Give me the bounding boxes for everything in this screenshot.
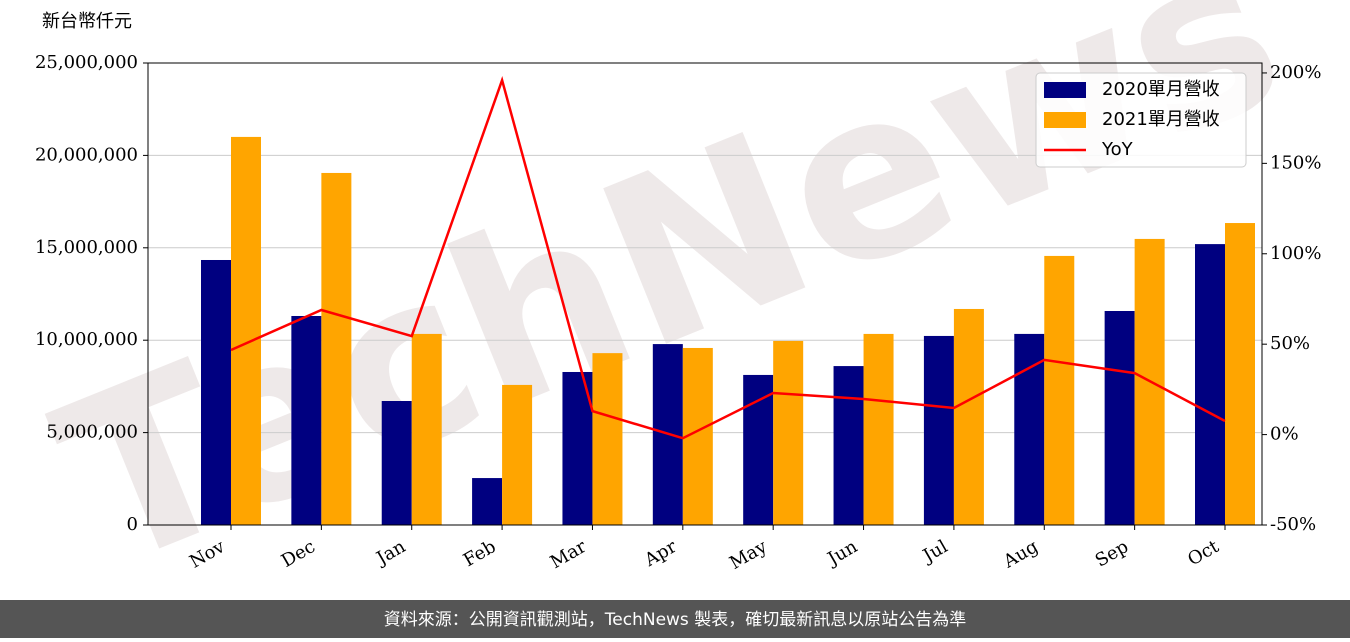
- bar: [291, 315, 322, 525]
- x-tick-label: Aug: [999, 536, 1042, 573]
- x-tick-label: Oct: [1184, 536, 1223, 571]
- bar: [923, 335, 954, 525]
- y-tick-label: 10,000,000: [35, 329, 138, 350]
- bar: [863, 333, 894, 525]
- footer: 資料來源：公開資訊觀測站，TechNews 製表，確切最新訊息以原站公告為準: [384, 610, 966, 630]
- bar: [231, 136, 261, 526]
- bar: [1044, 255, 1075, 525]
- bar: [201, 259, 231, 525]
- y2-tick-label: 100%: [1270, 243, 1321, 264]
- legend-label: YoY: [1101, 139, 1134, 160]
- x-tick-label: Apr: [640, 536, 680, 571]
- legend-label: 2020單月營收: [1102, 79, 1220, 100]
- y-tick-label: 5,000,000: [46, 422, 138, 443]
- y2-tick-label: 150%: [1270, 152, 1321, 173]
- bar: [321, 172, 352, 525]
- y-tick-label: 15,000,000: [35, 237, 138, 258]
- bar: [502, 384, 533, 525]
- y-tick-label: 0: [127, 514, 138, 535]
- bar: [743, 374, 774, 525]
- y2-tick-label: 50%: [1270, 333, 1310, 354]
- y-axis-label: 新台幣仟元: [42, 11, 132, 32]
- bar: [953, 308, 984, 525]
- x-tick-label: Feb: [460, 536, 500, 571]
- bar: [472, 478, 503, 525]
- y2-tick-label: 200%: [1270, 62, 1321, 83]
- x-tick-label: Jun: [822, 536, 861, 571]
- x-tick-label: Mar: [547, 536, 591, 573]
- bar: [592, 353, 623, 525]
- legend-label: 2021單月營收: [1102, 109, 1220, 130]
- x-tick-label: Jan: [371, 536, 409, 570]
- footer-bar: [0, 600, 1350, 638]
- bar: [1195, 244, 1225, 525]
- bar: [381, 400, 412, 525]
- x-tick-label: Jul: [918, 536, 952, 568]
- plot-frame: [147, 62, 1263, 526]
- y2-tick-label: 0%: [1270, 424, 1299, 445]
- bar: [1104, 311, 1135, 525]
- bar: [1225, 223, 1255, 525]
- line: [230, 75, 1226, 440]
- y2-tick-label: -50%: [1270, 514, 1316, 535]
- bar: [773, 340, 804, 525]
- bar: [1014, 333, 1045, 525]
- legend-swatch: [1044, 112, 1086, 128]
- legend-box: [1035, 72, 1247, 168]
- y-tick-label: 25,000,000: [35, 52, 138, 73]
- y-tick-label: 20,000,000: [35, 144, 138, 165]
- bar: [833, 366, 864, 525]
- x-tick-label: May: [726, 536, 771, 574]
- legend-swatch: [1044, 82, 1086, 98]
- bar: [411, 333, 442, 525]
- x-tick-label: Sep: [1092, 536, 1132, 571]
